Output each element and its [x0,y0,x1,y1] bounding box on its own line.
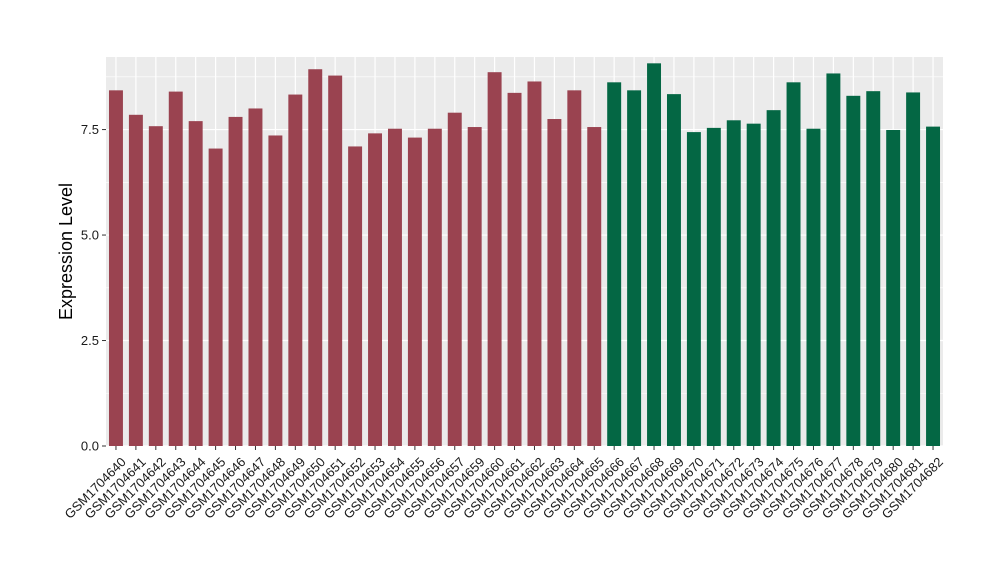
y-tick-label: 7.5 [81,122,99,137]
bar [786,82,801,446]
bar [328,75,343,446]
bar [567,90,582,446]
bars [108,63,941,447]
bar [248,108,263,446]
bar [487,72,502,446]
bar [507,92,522,447]
bar [926,126,941,447]
bar [308,69,323,447]
bar [686,132,701,446]
bar [886,129,901,446]
bar [746,123,761,446]
bar [647,63,662,446]
y-axis: 0.0 2.5 5.0 7.5 [81,122,106,454]
bar [387,128,402,446]
bar [427,128,442,446]
bar [726,120,741,447]
bar [128,114,143,447]
bar [706,127,721,447]
y-tick-label: 2.5 [81,333,99,348]
bar [607,82,622,446]
y-axis-title: Expression Level [56,183,76,320]
bar [188,121,203,446]
plot-panel [106,57,943,446]
bar [368,133,383,446]
bar [866,91,881,446]
bar [148,126,163,447]
bar [527,81,542,447]
bar [906,92,921,447]
bar [627,90,642,446]
y-tick-label: 5.0 [81,228,99,243]
x-axis: GSM1704640GSM1704641GSM1704642GSM1704643… [62,446,946,522]
bar [447,112,462,447]
bar [228,116,243,446]
bar [547,119,562,447]
bar [288,94,303,446]
bar [766,110,781,446]
bar [826,73,841,447]
bar [467,127,482,447]
bar [666,94,681,446]
bar [268,135,283,447]
bar [168,91,183,446]
bar [208,148,223,446]
minor-gridlines [106,76,943,394]
bar [587,127,602,447]
bar [806,128,821,446]
bar [108,90,123,446]
bar [348,146,363,446]
bar [407,137,422,446]
bar [846,95,861,447]
y-tick-label: 0.0 [81,439,99,454]
